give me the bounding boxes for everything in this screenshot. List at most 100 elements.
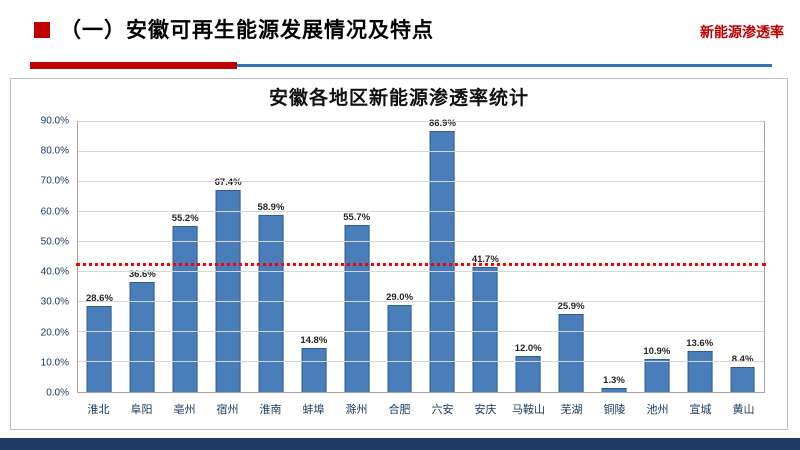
x-tick-label-六安: 六安 xyxy=(431,404,454,416)
x-tick-label-合肥: 合肥 xyxy=(388,404,411,416)
bar-安庆 xyxy=(472,266,498,392)
bar-slot-黄山: 8.4% xyxy=(721,122,764,392)
x-tick-label-阜阳: 阜阳 xyxy=(130,404,153,416)
plot-area: 28.6% 36.6% 55.2% 67.4% 58.9% 14.8% 55.7% 29.0%… xyxy=(76,118,766,393)
y-tick-label: 80.0% xyxy=(40,145,69,157)
gridline xyxy=(78,151,764,152)
x-tick-label-宿州: 宿州 xyxy=(216,404,239,416)
gridline xyxy=(78,361,764,362)
bar-slot-蚌埠: 14.8% xyxy=(292,122,335,392)
bar-黄山 xyxy=(730,366,755,392)
y-tick-label: 30.0% xyxy=(40,296,69,308)
x-tick-label-宣城: 宣城 xyxy=(689,404,712,416)
y-tick-label: 10.0% xyxy=(40,357,69,369)
x-tick-label-淮南: 淮南 xyxy=(259,404,282,416)
title-bullet-square xyxy=(34,22,50,38)
bar-slot-芜湖: 25.9% xyxy=(550,122,593,392)
bar-value-label: 36.6% xyxy=(128,269,156,281)
gridline xyxy=(78,211,764,212)
bar-slot-滁州: 55.7% xyxy=(335,122,378,392)
bar-合肥 xyxy=(387,305,412,392)
bar-slot-阜阳: 36.6% xyxy=(121,122,164,392)
corner-label: 新能源渗透率 xyxy=(700,24,784,40)
y-tick-label: 50.0% xyxy=(40,236,69,248)
bar-slot-六安: 86.9% xyxy=(421,118,464,392)
bar-series: 28.6% 36.6% 55.2% 67.4% 58.9% 14.8% 55.7% 29.0%… xyxy=(78,118,764,392)
bar-宣城 xyxy=(687,351,713,392)
chart-container: 安徽各地区新能源渗透率统计 0.0% 10.0% 20.0% 30.0% 40.0% 50… xyxy=(10,78,788,430)
x-tick-label-铜陵: 铜陵 xyxy=(603,404,626,416)
footer-bar xyxy=(0,438,800,450)
x-tick-label-滁州: 滁州 xyxy=(345,404,368,416)
divider-red-line xyxy=(30,62,237,69)
x-tick-label-马鞍山: 马鞍山 xyxy=(512,404,545,416)
x-tick-label-池州: 池州 xyxy=(646,404,669,416)
bar-slot-宿州: 67.4% xyxy=(207,122,250,392)
slide-header: （一）安徽可再生能源发展情况及特点 新能源渗透率 xyxy=(34,14,784,54)
bar-铜陵 xyxy=(601,388,627,392)
bar-value-label: 55.2% xyxy=(171,213,199,225)
y-tick-label: 0.0% xyxy=(46,387,69,399)
x-tick-label-蚌埠: 蚌埠 xyxy=(302,404,325,416)
bar-slot-池州: 10.9% xyxy=(635,122,678,392)
y-tick-label: 90.0% xyxy=(40,115,69,127)
chart-area: 0.0% 10.0% 20.0% 30.0% 40.0% 50.0% 60.0% 70.0% 8… xyxy=(19,115,779,423)
bar-slot-合肥: 29.0% xyxy=(378,122,421,392)
x-tick-label-芜湖: 芜湖 xyxy=(560,404,583,416)
bar-value-label: 8.4% xyxy=(731,353,754,365)
bar-slot-宣城: 13.6% xyxy=(678,122,721,392)
bar-slot-亳州: 55.2% xyxy=(164,122,207,392)
chart-title: 安徽各地区新能源渗透率统计 xyxy=(268,88,529,109)
bar-value-label: 41.7% xyxy=(471,253,499,265)
gridline xyxy=(78,301,764,302)
bar-六安 xyxy=(430,131,455,392)
bar-value-label: 10.9% xyxy=(643,346,671,358)
bar-value-label: 86.9% xyxy=(428,118,456,130)
bar-蚌埠 xyxy=(301,347,327,392)
bar-slot-淮北: 28.6% xyxy=(78,122,121,392)
bar-亳州 xyxy=(172,226,198,392)
bar-value-label: 28.6% xyxy=(85,293,113,305)
bar-value-label: 25.9% xyxy=(557,301,585,313)
bar-slot-铜陵: 1.3% xyxy=(593,122,636,392)
bar-value-label: 58.9% xyxy=(257,202,285,214)
gridline xyxy=(78,271,764,272)
bar-value-label: 12.0% xyxy=(514,343,542,355)
bar-slot-马鞍山: 12.0% xyxy=(507,122,550,392)
bar-value-label: 14.8% xyxy=(300,334,328,346)
bar-value-label: 1.3% xyxy=(603,375,625,387)
bar-value-label: 67.4% xyxy=(214,176,242,188)
bar-slot-淮南: 58.9% xyxy=(250,122,293,392)
y-tick-label: 60.0% xyxy=(40,206,69,218)
reference-dotted-line xyxy=(76,263,766,266)
y-tick-label: 20.0% xyxy=(40,327,69,339)
bar-滁州 xyxy=(344,224,370,392)
y-tick-label: 40.0% xyxy=(40,266,69,278)
x-axis-category-labels: 淮北 阜阳 亳州 宿州 淮南 蚌埠 滁州 合肥 六安 安庆 马鞍山 芜湖 铜陵 池州 宣城 黄山 xyxy=(77,397,765,421)
bar-池州 xyxy=(644,359,670,392)
bar-value-label: 29.0% xyxy=(386,292,414,304)
title-divider xyxy=(30,62,772,69)
gridline xyxy=(78,241,764,242)
bar-slot-安庆: 41.7% xyxy=(464,122,507,392)
bar-淮南 xyxy=(258,215,284,392)
y-axis-tick-labels: 0.0% 10.0% 20.0% 30.0% 40.0% 50.0% 60.0% 70.0% 8… xyxy=(19,116,73,399)
gridline xyxy=(78,181,764,182)
y-tick-label: 70.0% xyxy=(40,175,69,187)
bar-value-label: 13.6% xyxy=(686,338,714,350)
x-tick-label-亳州: 亳州 xyxy=(173,404,196,416)
x-tick-label-黄山: 黄山 xyxy=(732,404,755,416)
page-title: （一）安徽可再生能源发展情况及特点 xyxy=(60,19,434,42)
gridline xyxy=(78,121,764,122)
bar-阜阳 xyxy=(129,282,155,392)
divider-blue-line xyxy=(30,64,772,67)
bar-马鞍山 xyxy=(515,356,541,392)
x-tick-label-淮北: 淮北 xyxy=(87,404,110,416)
bar-淮北 xyxy=(87,306,112,392)
bar-芜湖 xyxy=(558,314,584,392)
x-tick-label-安庆: 安庆 xyxy=(474,404,497,416)
bar-宿州 xyxy=(215,189,241,392)
bar-value-label: 55.7% xyxy=(343,211,371,223)
gridline xyxy=(78,331,764,332)
